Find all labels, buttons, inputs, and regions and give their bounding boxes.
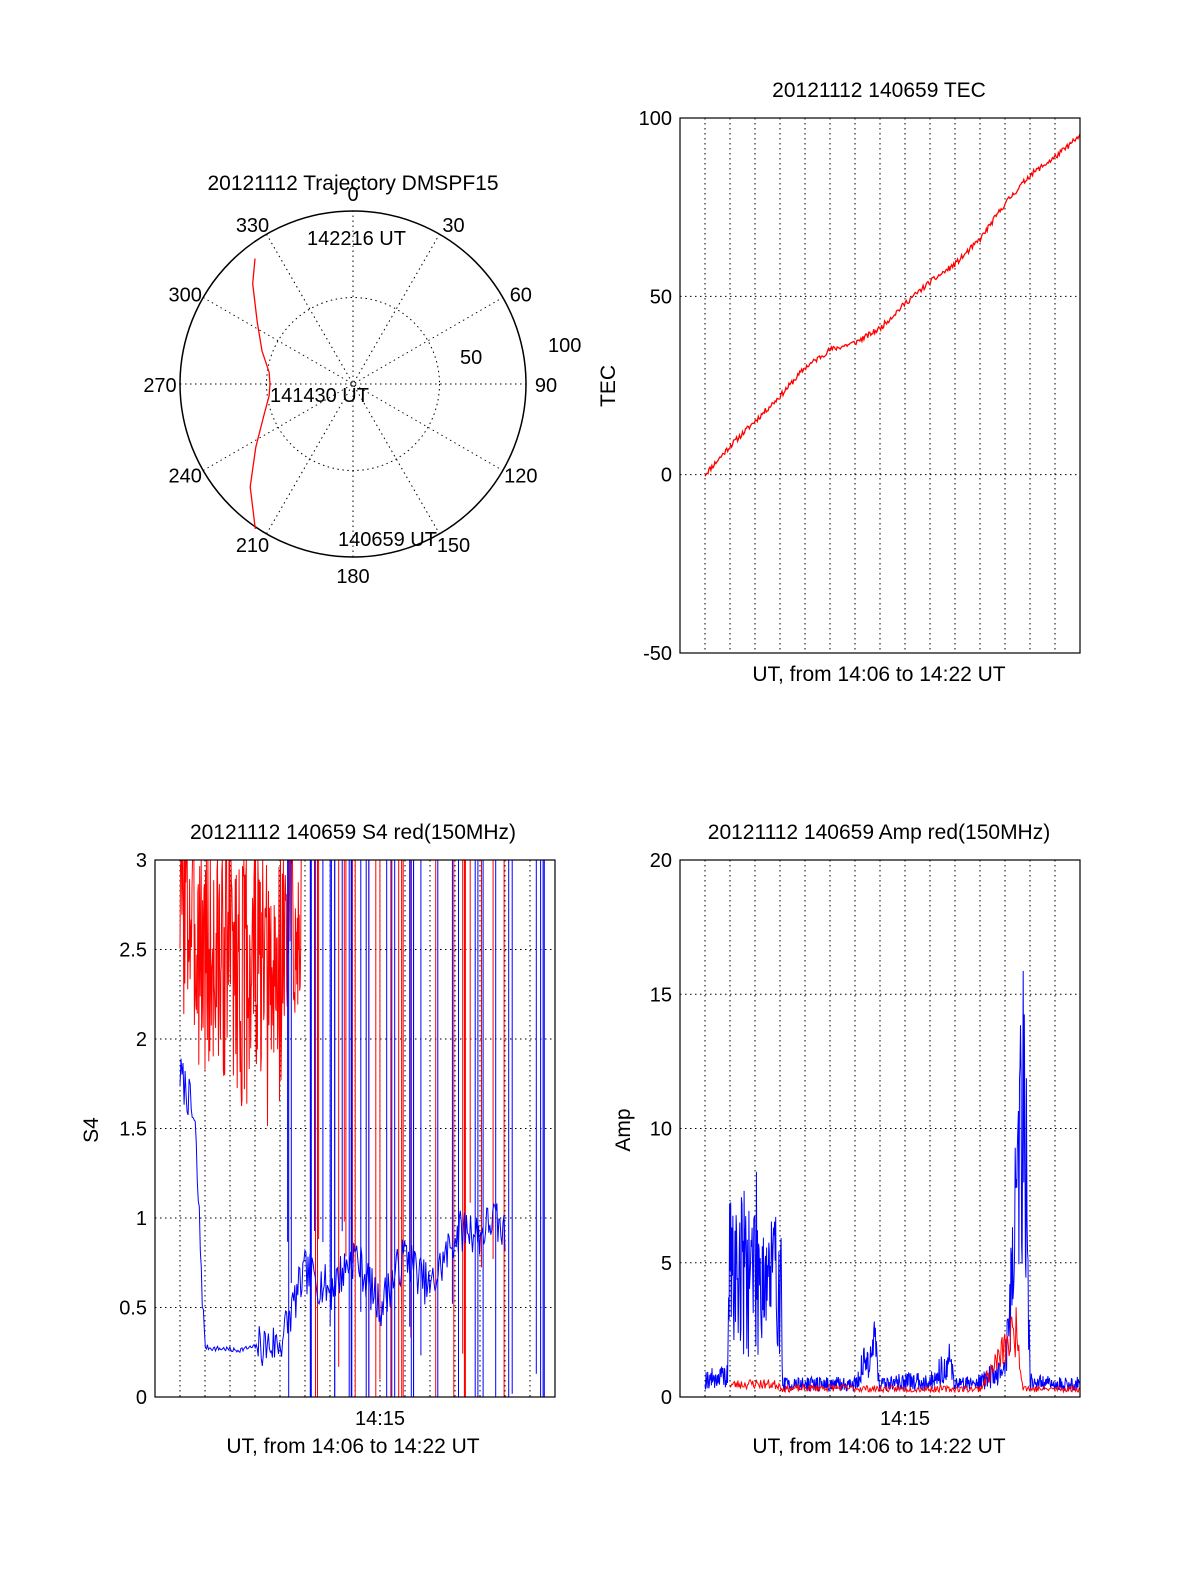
polar-angle-label-120: 120 xyxy=(504,466,537,488)
polar-spoke-120 xyxy=(202,297,504,471)
radial-tick-100: 100 xyxy=(548,335,581,357)
trajectory-panel: 20121112 Trajectory DMSPF15 0 30 60 90 120 15… xyxy=(143,172,581,588)
s4-y-tick-1: 1 xyxy=(136,1208,147,1230)
s4-y-tick-3: 3 xyxy=(136,850,147,872)
amp-y-tick-20: 20 xyxy=(650,850,672,872)
amp-panel: 20121112 140659 Amp red(150MHz) 0 5 10 15 20… xyxy=(612,821,1081,1458)
s4-panel: 20121112 140659 S4 red(150MHz) 0 0.5 1 1.5 2… xyxy=(80,821,556,1458)
polar-angle-label-240: 240 xyxy=(168,466,201,488)
s4-title: 20121112 140659 S4 red(150MHz) xyxy=(190,821,516,844)
s4-y-tick-2: 2 xyxy=(136,1029,147,1051)
amp-y-tick-0: 0 xyxy=(661,1387,672,1409)
amp-y-ticks: 0 5 10 15 20 xyxy=(650,850,672,1409)
tec-y-tick--50: -50 xyxy=(643,643,672,665)
polar-outer-circle xyxy=(179,210,527,558)
s4-y-tick-0: 0 xyxy=(136,1387,147,1409)
tec-title: 20121112 140659 TEC xyxy=(772,79,986,102)
amp-x-label: UT, from 14:06 to 14:22 UT xyxy=(752,1435,1005,1458)
s4-y-tick-2.5: 2.5 xyxy=(119,940,147,962)
tec-plot-frame xyxy=(679,117,1081,654)
tec-x-label: UT, from 14:06 to 14:22 UT xyxy=(752,663,1005,686)
amp-blue-series-line xyxy=(704,970,1081,1393)
amp-y-tick-10: 10 xyxy=(650,1119,672,1141)
polar-angle-label-210: 210 xyxy=(236,535,269,557)
polar-angle-label-330: 330 xyxy=(236,215,269,237)
tec-y-ticks: -50 0 50 100 xyxy=(639,108,672,665)
tec-series-line xyxy=(704,133,1081,477)
polar-grid xyxy=(180,211,526,557)
tec-panel: 20121112 140659 TEC -50 0 50 100 TEC UT, fr… xyxy=(597,79,1081,686)
amp-red-series-line xyxy=(729,1307,1081,1394)
polar-spoke-150 xyxy=(266,233,440,535)
polar-spoke-30 xyxy=(266,233,440,535)
s4-y-label: S4 xyxy=(80,1117,103,1143)
s4-y-tick-0.5: 0.5 xyxy=(119,1298,147,1320)
trajectory-series-line xyxy=(249,258,271,529)
annotation-mid-time: 141430 UT xyxy=(270,385,369,407)
polar-angle-label-270: 270 xyxy=(143,375,176,397)
amp-y-tick-15: 15 xyxy=(650,984,672,1006)
tec-grid xyxy=(680,117,1080,654)
polar-angle-label-60: 60 xyxy=(510,285,532,307)
s4-y-ticks: 0 0.5 1 1.5 2 2.5 3 xyxy=(119,850,147,1409)
polar-angle-label-180: 180 xyxy=(336,566,369,588)
polar-angle-label-30: 30 xyxy=(442,215,464,237)
trajectory-title: 20121112 Trajectory DMSPF15 xyxy=(207,172,498,195)
amp-series-group xyxy=(704,970,1081,1394)
polar-angle-labels: 0 30 60 90 120 150 180 210 240 270 300 330 xyxy=(143,184,557,588)
s4-x-label: UT, from 14:06 to 14:22 UT xyxy=(226,1435,479,1458)
radial-tick-50: 50 xyxy=(460,347,482,369)
s4-plot-frame xyxy=(154,859,556,1398)
polar-angle-label-90: 90 xyxy=(535,375,557,397)
tec-y-tick-0: 0 xyxy=(661,465,672,487)
annotation-start-time: 140659 UT xyxy=(338,529,437,551)
tec-y-tick-100: 100 xyxy=(639,108,672,130)
polar-angle-label-150: 150 xyxy=(437,535,470,557)
s4-series-group xyxy=(179,859,545,1397)
s4-x-tick-14-15: 14:15 xyxy=(355,1408,405,1430)
s4-y-tick-1.5: 1.5 xyxy=(119,1119,147,1141)
s4-blue-series-line xyxy=(179,860,545,1397)
tec-y-tick-50: 50 xyxy=(650,286,672,308)
polar-spoke-60 xyxy=(202,297,504,471)
amp-x-tick-14-15: 14:15 xyxy=(880,1408,930,1430)
tec-y-label: TEC xyxy=(597,365,620,407)
polar-angle-label-0: 0 xyxy=(347,184,358,206)
polar-angle-label-300: 300 xyxy=(168,285,201,307)
amp-plot-frame xyxy=(679,859,1081,1398)
amp-title: 20121112 140659 Amp red(150MHz) xyxy=(708,821,1050,844)
polar-ring-50 xyxy=(266,297,440,471)
amp-y-tick-5: 5 xyxy=(661,1253,672,1275)
amp-y-label: Amp xyxy=(612,1108,635,1151)
annotation-end-time: 142216 UT xyxy=(307,228,406,250)
